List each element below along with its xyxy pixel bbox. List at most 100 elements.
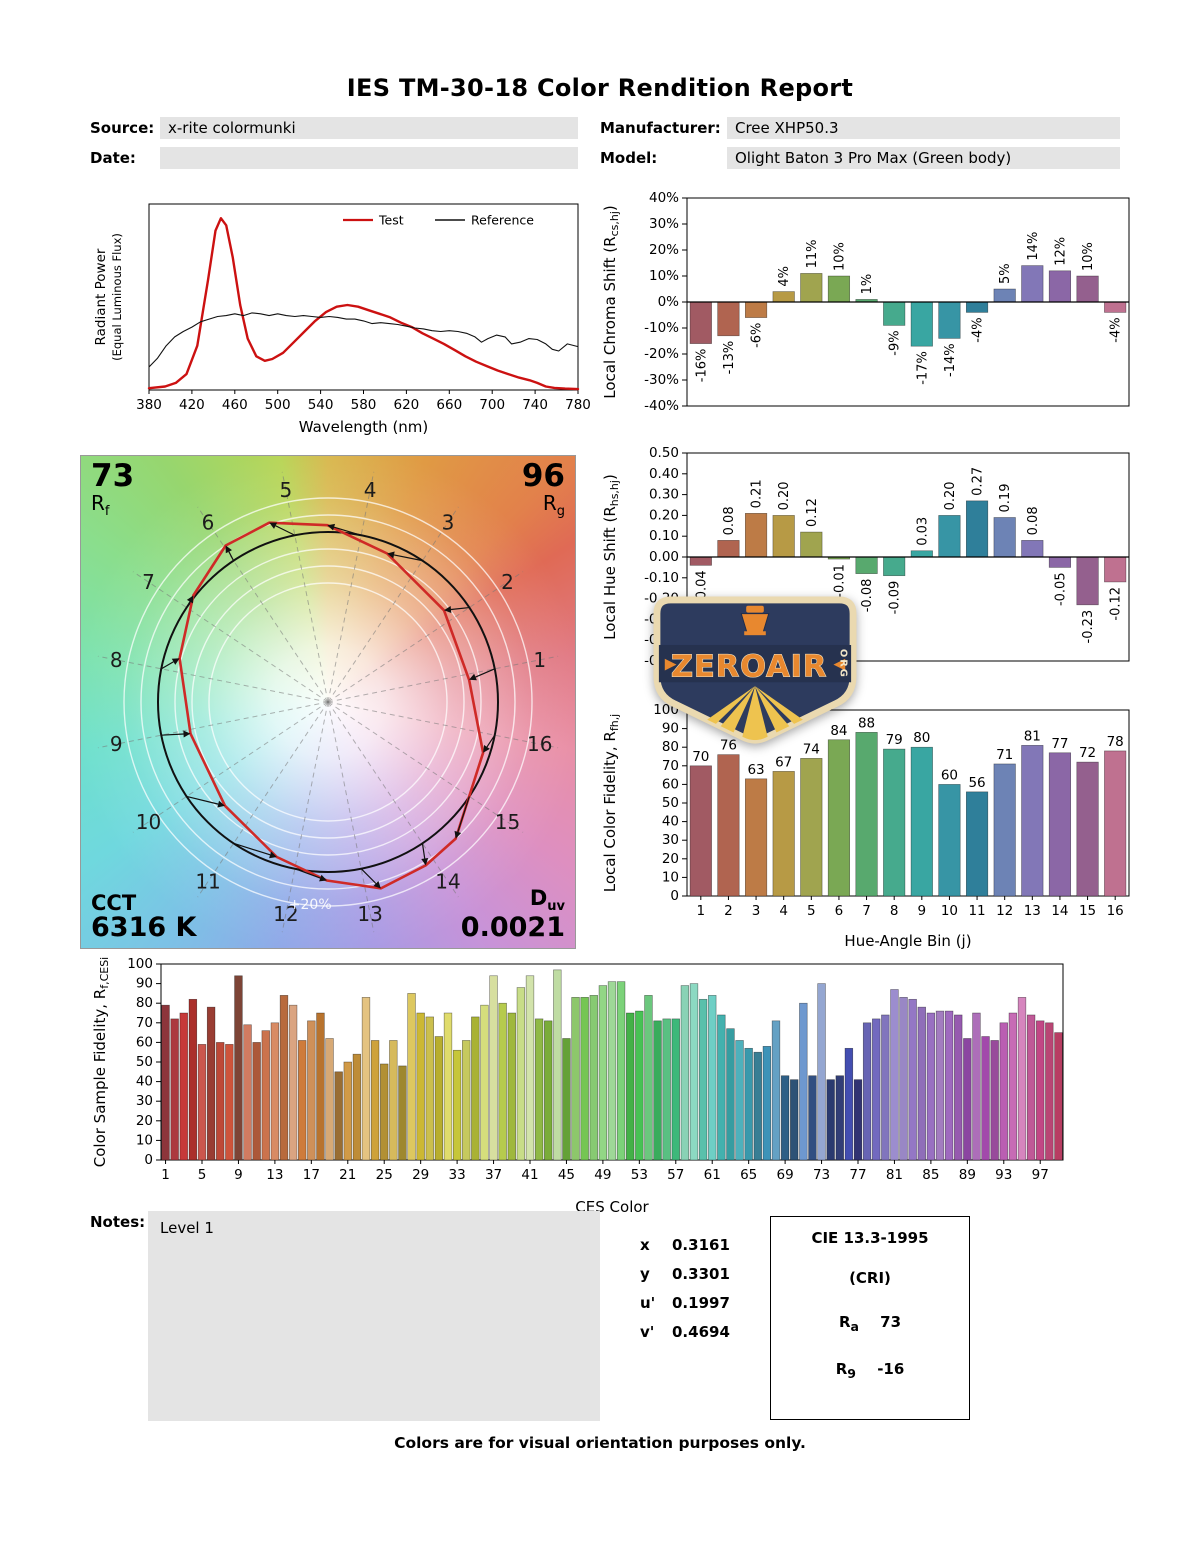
svg-text:88: 88 bbox=[858, 715, 875, 731]
svg-text:-40%: -40% bbox=[644, 398, 679, 414]
svg-text:380: 380 bbox=[136, 397, 162, 413]
svg-text:20%: 20% bbox=[649, 242, 679, 258]
left-diamond-icon bbox=[664, 658, 677, 671]
svg-text:40: 40 bbox=[662, 814, 679, 830]
footer-note: Colors are for visual orientation purpos… bbox=[394, 1434, 806, 1452]
svg-text:60: 60 bbox=[662, 776, 679, 792]
svg-text:13: 13 bbox=[357, 902, 382, 926]
svg-text:-10%: -10% bbox=[644, 320, 679, 336]
svg-text:0.21: 0.21 bbox=[750, 479, 765, 508]
rf-readout: 73 Rf bbox=[91, 460, 134, 518]
svg-text:0.08: 0.08 bbox=[1026, 506, 1041, 535]
svg-text:30: 30 bbox=[136, 1093, 153, 1109]
svg-text:45: 45 bbox=[558, 1167, 575, 1183]
notes-box: Level 1 bbox=[148, 1211, 600, 1421]
svg-text:78: 78 bbox=[1107, 734, 1124, 750]
svg-text:13: 13 bbox=[1024, 903, 1041, 919]
svg-text:8: 8 bbox=[110, 648, 123, 672]
svg-text:89: 89 bbox=[959, 1167, 976, 1183]
svg-text:4: 4 bbox=[779, 903, 788, 919]
date-value bbox=[160, 147, 578, 169]
svg-text:16: 16 bbox=[1107, 903, 1124, 919]
svg-text:33: 33 bbox=[449, 1167, 466, 1183]
source-value: x-rite colormunki bbox=[160, 117, 578, 139]
chromaticity-list: x 0.3161 y 0.3301 u' 0.1997 v' 0.4694 bbox=[640, 1236, 730, 1352]
svg-text:0%: 0% bbox=[658, 294, 680, 310]
svg-text:-0.09: -0.09 bbox=[888, 581, 903, 615]
svg-text:0.27: 0.27 bbox=[971, 467, 986, 496]
svg-text:20: 20 bbox=[662, 851, 679, 867]
cri-box: CIE 13.3-1995 (CRI) Ra 73 R9 -16 bbox=[770, 1216, 970, 1420]
svg-text:50: 50 bbox=[136, 1054, 153, 1070]
rf-value: 73 bbox=[91, 458, 135, 494]
cri-r9-row: R9 -16 bbox=[835, 1360, 905, 1381]
svg-text:-0.01: -0.01 bbox=[832, 564, 847, 598]
duv-readout: Duv 0.0021 bbox=[461, 887, 565, 942]
svg-text:0.20: 0.20 bbox=[649, 507, 679, 523]
local-color-fidelity-chart: 0 10 20 30 40 50 60 70 80 90 100 70 76 63 67 74 84 88 79 80… bbox=[595, 690, 1135, 954]
svg-text:0.20: 0.20 bbox=[777, 481, 792, 510]
svg-text:20: 20 bbox=[136, 1113, 153, 1129]
svg-text:14: 14 bbox=[435, 870, 460, 894]
svg-text:80: 80 bbox=[913, 730, 930, 746]
svg-text:50: 50 bbox=[662, 795, 679, 811]
svg-text:90: 90 bbox=[662, 721, 679, 737]
svg-text:12: 12 bbox=[996, 903, 1013, 919]
svg-text:11: 11 bbox=[968, 903, 985, 919]
svg-text:580: 580 bbox=[351, 397, 377, 413]
svg-text:79: 79 bbox=[886, 732, 903, 748]
svg-text:57: 57 bbox=[667, 1167, 684, 1183]
chromaticity-row-v: v' 0.4694 bbox=[640, 1323, 730, 1341]
svg-text:2: 2 bbox=[501, 570, 514, 594]
svg-text:540: 540 bbox=[308, 397, 334, 413]
svg-text:-0.08: -0.08 bbox=[860, 579, 875, 613]
svg-text:85: 85 bbox=[922, 1167, 939, 1183]
svg-text:16: 16 bbox=[527, 732, 552, 756]
svg-text:5: 5 bbox=[198, 1167, 207, 1183]
svg-text:Local Color Fidelity, Rfh,j: Local Color Fidelity, Rfh,j bbox=[601, 714, 621, 893]
svg-text:15: 15 bbox=[1079, 903, 1096, 919]
svg-text:69: 69 bbox=[777, 1167, 794, 1183]
svg-text:9: 9 bbox=[110, 732, 123, 756]
svg-text:Color Sample Fidelity, Rf,CESi: Color Sample Fidelity, Rf,CESi bbox=[91, 957, 111, 1168]
svg-text:12%: 12% bbox=[1053, 237, 1068, 266]
svg-text:14: 14 bbox=[1051, 903, 1068, 919]
svg-text:10: 10 bbox=[136, 1132, 153, 1148]
cri-subtitle: (CRI) bbox=[849, 1269, 891, 1287]
svg-text:10%: 10% bbox=[832, 242, 847, 271]
svg-text:-0.05: -0.05 bbox=[1053, 572, 1068, 606]
svg-text:780: 780 bbox=[565, 397, 590, 413]
zeroair-watermark-logo: ZEROAIR ORG bbox=[653, 596, 857, 744]
color-vector-graphic: 1 2 3 4 5 6 7 8 9 10 11 12 13 14 15 16 +20% 73 Rf 96 Rg … bbox=[80, 455, 576, 949]
svg-text:12: 12 bbox=[273, 902, 298, 926]
chromaticity-row-x: x 0.3161 bbox=[640, 1236, 730, 1254]
svg-text:-14%: -14% bbox=[943, 343, 958, 377]
svg-text:-16%: -16% bbox=[694, 349, 709, 383]
svg-text:49: 49 bbox=[594, 1167, 611, 1183]
svg-text:90: 90 bbox=[136, 976, 153, 992]
right-diamond-icon bbox=[833, 658, 846, 671]
svg-text:+20%: +20% bbox=[289, 897, 332, 913]
cct-readout: CCT 6316 K bbox=[91, 892, 196, 942]
svg-text:21: 21 bbox=[339, 1167, 356, 1183]
color-sample-fidelity-chart: 0 10 20 30 40 50 60 70 80 90 100 1 5 9 13 17 21 25 29 33 37 4… bbox=[85, 952, 1073, 1220]
svg-text:13: 13 bbox=[266, 1167, 283, 1183]
svg-text:4%: 4% bbox=[777, 266, 792, 287]
svg-text:0.03: 0.03 bbox=[915, 517, 930, 546]
svg-text:70: 70 bbox=[662, 758, 679, 774]
svg-text:Radiant Power: Radiant Power bbox=[93, 248, 109, 345]
rg-value: 96 bbox=[521, 458, 565, 494]
svg-text:1: 1 bbox=[533, 648, 546, 672]
svg-text:0: 0 bbox=[670, 888, 679, 904]
svg-text:4: 4 bbox=[364, 478, 377, 502]
rf-symbol: Rf bbox=[91, 490, 110, 519]
svg-text:0.40: 0.40 bbox=[649, 466, 679, 482]
svg-text:-0.10: -0.10 bbox=[644, 570, 679, 586]
rg-symbol: Rg bbox=[542, 490, 565, 519]
svg-text:30: 30 bbox=[662, 832, 679, 848]
svg-text:0.30: 0.30 bbox=[649, 487, 679, 503]
svg-text:93: 93 bbox=[995, 1167, 1012, 1183]
svg-text:-6%: -6% bbox=[750, 323, 765, 348]
svg-text:Local Hue Shift (Rhs,hj): Local Hue Shift (Rhs,hj) bbox=[601, 474, 621, 640]
